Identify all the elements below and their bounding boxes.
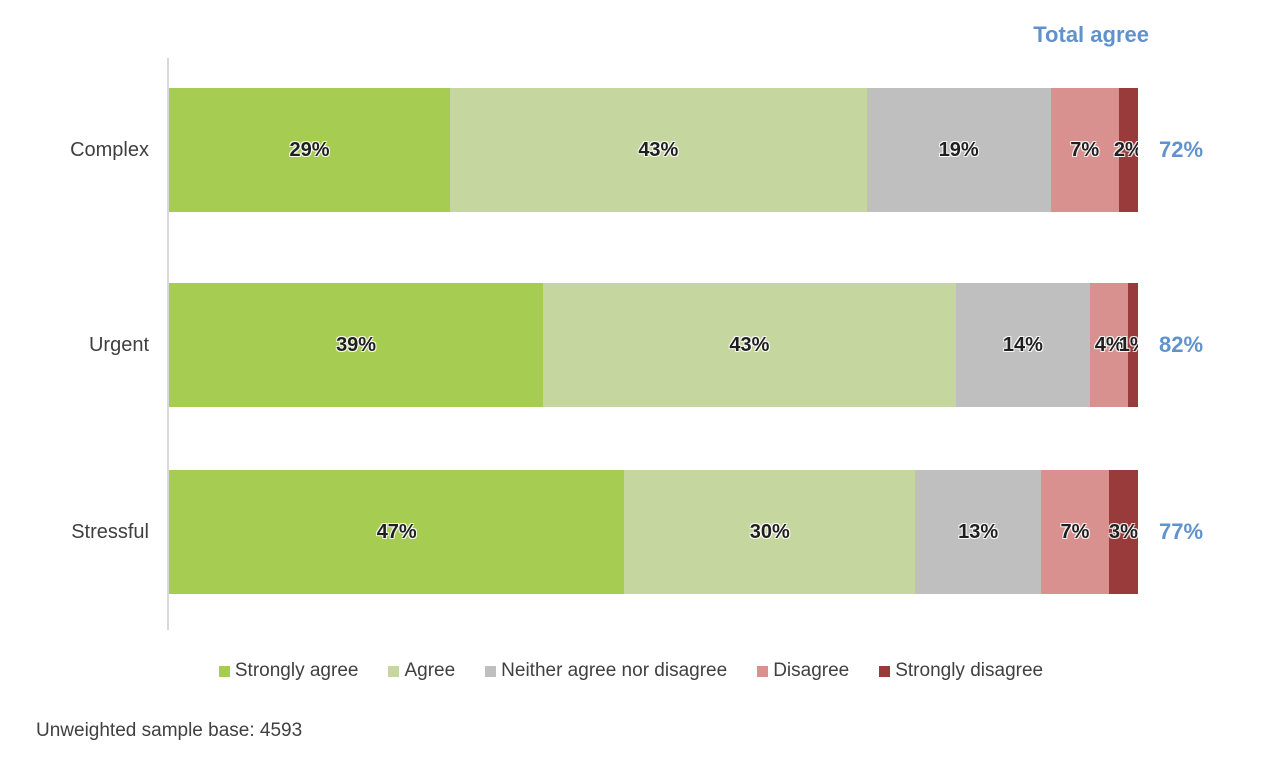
- bar-segment-disagree: 4%: [1090, 283, 1129, 407]
- legend-swatch-icon: [879, 665, 891, 677]
- segment-value-label: 3%: [1108, 520, 1138, 543]
- legend-item-disagree: Disagree: [757, 660, 849, 682]
- segment-value-label: 7%: [1060, 520, 1090, 543]
- segment-value-label: 43%: [638, 138, 679, 161]
- bar-segment-disagree: 7%: [1050, 88, 1119, 212]
- total-agree-value-complex: 72%: [1159, 137, 1204, 162]
- chart-row-urgent: Urgent 39% 43% 14% 4%1% 82%: [89, 283, 1203, 407]
- bar-segment-strongly-agree: 29%: [169, 88, 450, 212]
- category-label-urgent: Urgent: [88, 333, 149, 356]
- bar-segment-strongly-disagree: 1%: [1119, 283, 1138, 407]
- chart-row-complex: Complex 29% 43% 19% 7% 2% 72%: [70, 88, 1203, 212]
- bar-segment-agree: 43%: [543, 283, 956, 407]
- chart-row-stressful: Stressful 47% 30% 13% 7% 3% 77%: [71, 470, 1203, 594]
- bar-segment-strongly-disagree: 2%: [1114, 88, 1138, 212]
- bar-segment-agree: 43%: [450, 88, 867, 212]
- segment-value-label: 43%: [729, 333, 770, 356]
- sample-base-note: Unweighted sample base: 4593: [36, 720, 303, 741]
- total-agree-value-stressful: 77%: [1159, 519, 1204, 544]
- legend-swatch-icon: [218, 665, 230, 677]
- bar-segment-agree: 30%: [624, 470, 916, 594]
- legend-swatch-icon: [757, 665, 769, 677]
- bar-segment-disagree: 7%: [1041, 470, 1109, 594]
- total-agree-value-urgent: 82%: [1159, 332, 1204, 357]
- stacked-bar-urgent: 39% 43% 14% 4%1%: [169, 283, 1138, 407]
- legend-item-label: Strongly agree: [234, 660, 359, 681]
- legend-item-label: Agree: [404, 660, 456, 681]
- segment-value-label: 29%: [289, 138, 330, 161]
- legend-item-label: Strongly disagree: [895, 660, 1044, 681]
- total-agree-column-header: Total agree: [1033, 22, 1149, 47]
- bar-segment-neither-agree-nor-disagree: 19%: [866, 88, 1051, 212]
- segment-value-label: 14%: [1002, 333, 1043, 356]
- legend-item-strongly-disagree: Strongly disagree: [879, 660, 1043, 682]
- segment-value-label: 13%: [958, 520, 999, 543]
- chart-legend: Strongly agree Agree Neither agree nor dis…: [0, 660, 1262, 682]
- legend-item-label: Disagree: [773, 660, 850, 681]
- legend-swatch-icon: [388, 665, 400, 677]
- category-label-stressful: Stressful: [71, 520, 149, 543]
- legend-item-agree: Agree: [388, 660, 455, 682]
- segment-value-label: 30%: [749, 520, 790, 543]
- segment-value-label: 19%: [938, 138, 979, 161]
- stacked-bar-stressful: 47% 30% 13% 7% 3%: [169, 470, 1138, 594]
- segment-value-label: 1%: [1118, 333, 1138, 356]
- bar-segment-strongly-agree: 39%: [169, 283, 544, 407]
- bar-segment-strongly-agree: 47%: [169, 470, 625, 594]
- category-label-complex: Complex: [70, 138, 149, 161]
- bar-segment-neither-agree-nor-disagree: 14%: [955, 283, 1090, 407]
- segment-value-label: 7%: [1070, 138, 1100, 161]
- bar-segment-strongly-disagree: 3%: [1108, 470, 1138, 594]
- segment-value-label: 4%: [1094, 333, 1124, 356]
- segment-value-label: 47%: [376, 520, 417, 543]
- stacked-bar-complex: 29% 43% 19% 7% 2%: [169, 88, 1138, 212]
- legend-item-label: Neither agree nor disagree: [501, 660, 728, 681]
- legend-item-neither-agree-nor-disagree: Neither agree nor disagree: [485, 660, 727, 682]
- legend-swatch-icon: [485, 665, 497, 677]
- legend-item-strongly-agree: Strongly agree: [218, 660, 359, 682]
- segment-value-label: 39%: [336, 333, 377, 356]
- chart-plot-area: Complex 29% 43% 19% 7% 2% 72% Urgent 39% 43% 14% 4%…: [70, 58, 1203, 630]
- bar-segment-neither-agree-nor-disagree: 13%: [915, 470, 1042, 594]
- segment-value-label: 2%: [1113, 138, 1138, 161]
